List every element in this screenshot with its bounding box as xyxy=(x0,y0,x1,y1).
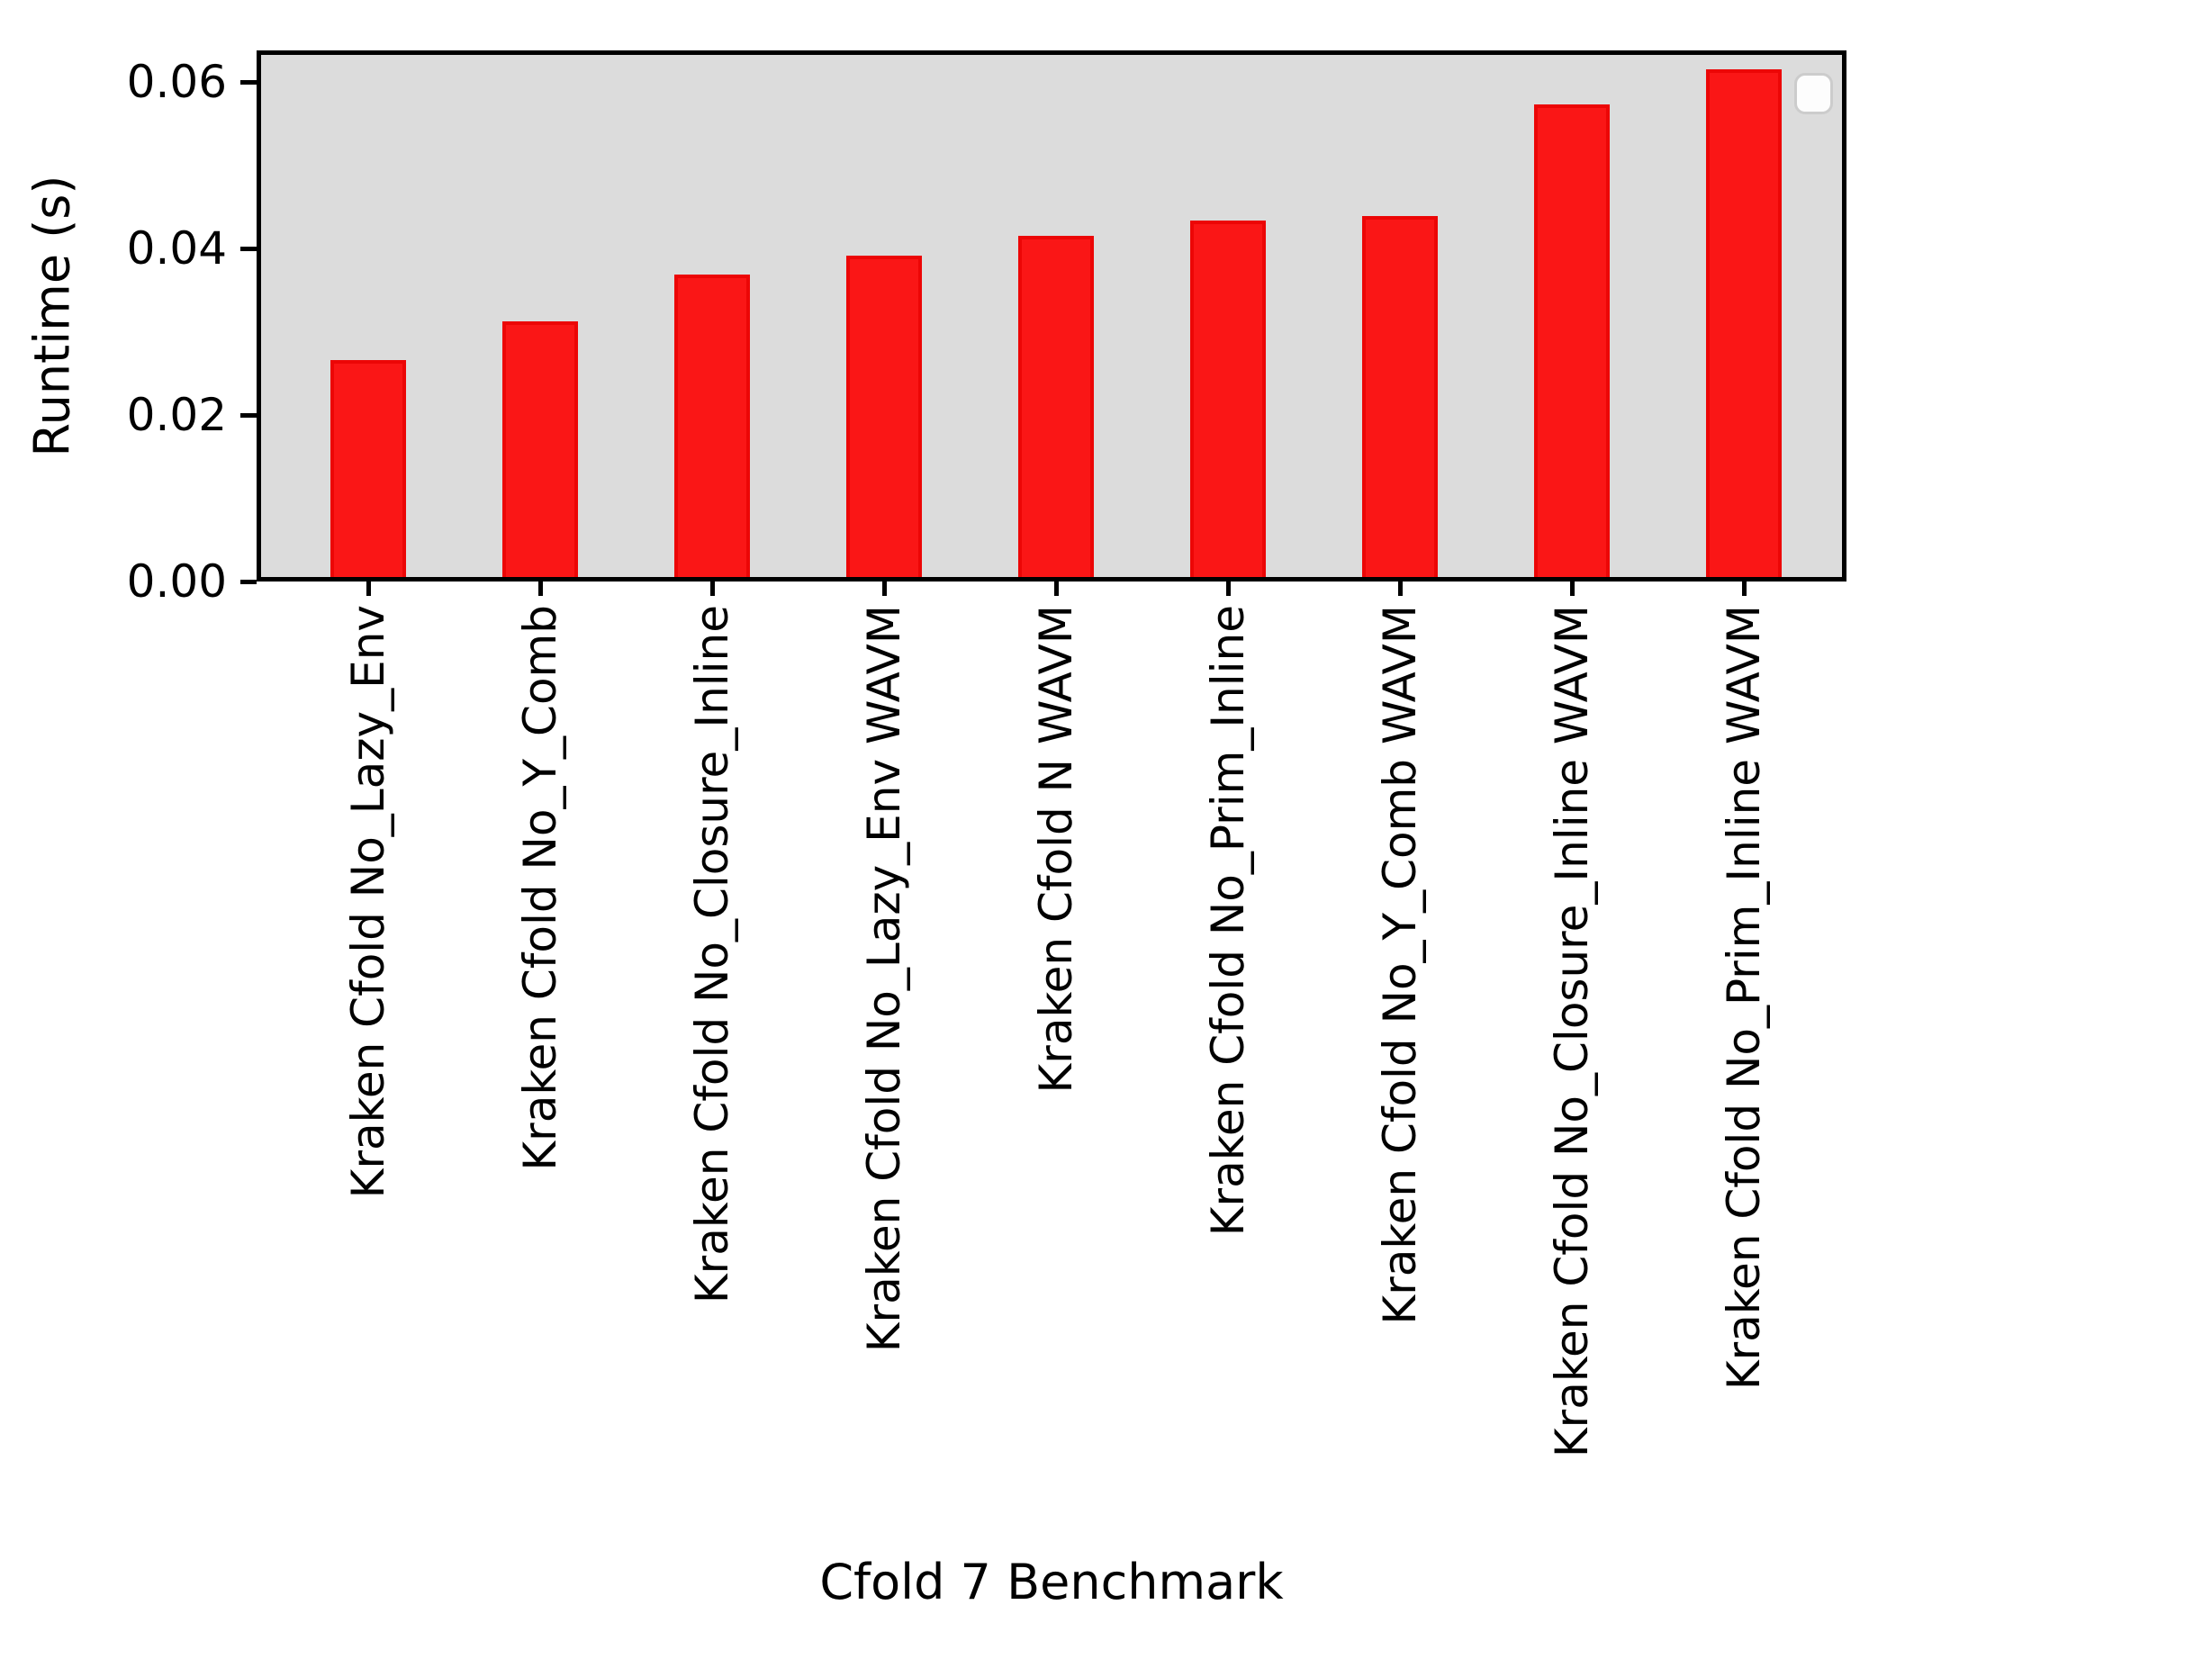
x-tick-label: Kraken Cfold No_Lazy_Env xyxy=(342,605,394,1199)
y-tick-label: 0.06 xyxy=(126,56,227,108)
bar xyxy=(1534,104,1610,577)
bar xyxy=(674,275,750,577)
bar xyxy=(1190,221,1266,577)
x-tick-label-text: Kraken Cfold No_Y_Comb xyxy=(514,605,566,1171)
x-tick-label-text: Kraken Cfold No_Lazy_Env xyxy=(342,605,394,1199)
bar xyxy=(330,360,406,577)
y-tick-mark xyxy=(240,580,257,584)
bar xyxy=(1362,216,1438,577)
x-tick-label-text: Kraken Cfold N WAVM xyxy=(1030,605,1082,1094)
bar xyxy=(1706,69,1782,577)
x-tick-label-text: Kraken Cfold No_Closure_Inline xyxy=(686,605,738,1304)
bar xyxy=(846,256,922,577)
x-tick-mark xyxy=(1054,582,1059,596)
x-tick-label-text: Kraken Cfold No_Lazy_Env WAVM xyxy=(858,605,910,1353)
y-tick-label: 0.04 xyxy=(126,222,227,275)
x-tick-label: Kraken Cfold N WAVM xyxy=(1030,605,1082,1094)
y-tick-mark xyxy=(240,413,257,418)
x-tick-label: Kraken Cfold No_Prim_Inline xyxy=(1202,605,1254,1237)
x-tick-label: Kraken Cfold No_Prim_Inline WAVM xyxy=(1718,605,1770,1391)
x-tick-mark xyxy=(710,582,715,596)
x-tick-mark xyxy=(1226,582,1231,596)
x-tick-mark xyxy=(882,582,887,596)
x-tick-mark xyxy=(366,582,371,596)
bar xyxy=(1018,236,1094,577)
x-tick-label-text: Kraken Cfold No_Y_Comb WAVM xyxy=(1374,605,1426,1325)
x-tick-label: Kraken Cfold No_Y_Comb WAVM xyxy=(1374,605,1426,1325)
x-tick-label: Kraken Cfold No_Lazy_Env WAVM xyxy=(858,605,910,1353)
x-tick-mark xyxy=(1398,582,1403,596)
x-tick-label-text: Kraken Cfold No_Prim_Inline xyxy=(1202,605,1254,1237)
x-tick-mark xyxy=(1570,582,1575,596)
y-tick-mark xyxy=(240,247,257,251)
x-axis-label: Cfold 7 Benchmark xyxy=(819,1554,1284,1610)
x-tick-label: Kraken Cfold No_Closure_Inline WAVM xyxy=(1546,605,1598,1458)
x-tick-label: Kraken Cfold No_Closure_Inline xyxy=(686,605,738,1304)
x-tick-mark xyxy=(1742,582,1747,596)
y-tick-label: 0.00 xyxy=(126,555,227,608)
y-tick-mark xyxy=(240,80,257,85)
x-tick-label-text: Kraken Cfold No_Prim_Inline WAVM xyxy=(1718,605,1770,1391)
legend-box xyxy=(1794,73,1833,114)
plot-area xyxy=(257,50,1846,582)
x-tick-label: Kraken Cfold No_Y_Comb xyxy=(514,605,566,1171)
y-tick-label: 0.02 xyxy=(126,389,227,441)
x-tick-label-text: Kraken Cfold No_Closure_Inline WAVM xyxy=(1546,605,1598,1458)
y-axis-label: Runtime (s) xyxy=(23,175,81,457)
bar xyxy=(502,321,578,577)
x-tick-mark xyxy=(538,582,543,596)
